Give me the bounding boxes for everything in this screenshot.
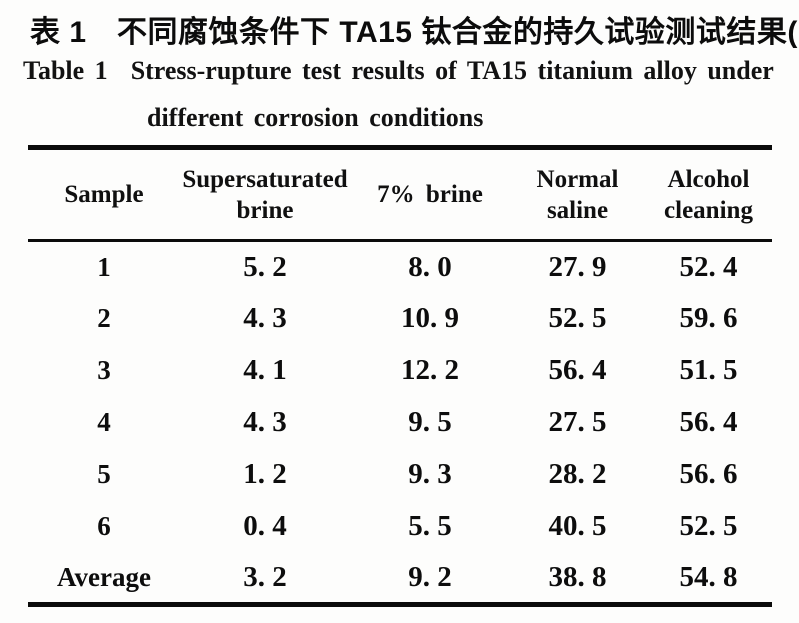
caption-table-number: Table 1 bbox=[23, 56, 108, 85]
cell-7pct-brine: 9. 3 bbox=[408, 458, 452, 490]
cell-supersaturated-brine: 3. 2 bbox=[243, 560, 287, 593]
cell-alcohol-cleaning: 59. 6 bbox=[679, 302, 738, 334]
header-text: Normal bbox=[536, 165, 619, 193]
header-text: Alcohol bbox=[667, 165, 750, 193]
column-header-alcohol-cleaning: Alcohol cleaning bbox=[645, 148, 772, 241]
cell-sample: 1 bbox=[97, 251, 111, 282]
header-row: Sample Supersaturated brine 7% brine Norm… bbox=[28, 148, 772, 241]
caption-english-text: Stress-rupture test results of TA15 tita… bbox=[130, 56, 774, 85]
cell-supersaturated-brine: 0. 4 bbox=[243, 510, 287, 542]
cell-normal-saline: 52. 5 bbox=[548, 302, 607, 334]
cell-supersaturated-brine: 1. 2 bbox=[243, 458, 287, 490]
cell-7pct-brine: 12. 2 bbox=[401, 354, 459, 386]
header-text: brine bbox=[236, 196, 294, 224]
column-header-supersaturated-brine: Supersaturated brine bbox=[180, 148, 350, 241]
column-header-normal-saline: Normal saline bbox=[510, 148, 645, 241]
cell-7pct-brine: 9. 2 bbox=[408, 560, 452, 593]
table-row-average: Average 3. 2 9. 2 38. 8 54. 8 bbox=[28, 553, 772, 605]
cell-sample: 2 bbox=[97, 303, 111, 333]
cell-sample: 3 bbox=[97, 355, 111, 385]
caption-english-line2: different corrosion conditions bbox=[147, 103, 484, 132]
cell-7pct-brine: 10. 9 bbox=[401, 302, 459, 334]
cell-7pct-brine: 5. 5 bbox=[408, 510, 452, 542]
cell-normal-saline: 28. 2 bbox=[548, 458, 607, 490]
header-text: 7% brine bbox=[377, 181, 483, 208]
column-header-sample: Sample bbox=[28, 148, 180, 241]
header-text: saline bbox=[546, 196, 609, 224]
table-row: 5 1. 2 9. 3 28. 2 56. 6 bbox=[28, 449, 772, 501]
cell-normal-saline: 38. 8 bbox=[548, 560, 607, 593]
header-text: Sample bbox=[64, 181, 144, 208]
cell-sample: 4 bbox=[97, 407, 111, 437]
results-table: Sample Supersaturated brine 7% brine Norm… bbox=[28, 145, 772, 607]
table-row: 6 0. 4 5. 5 40. 5 52. 5 bbox=[28, 501, 772, 553]
cell-sample: 5 bbox=[97, 459, 111, 489]
table-row: 2 4. 3 10. 9 52. 5 59. 6 bbox=[28, 293, 772, 345]
cell-alcohol-cleaning: 51. 5 bbox=[679, 354, 738, 386]
cell-7pct-brine: 9. 5 bbox=[408, 406, 452, 438]
table-row: 3 4. 1 12. 2 56. 4 51. 5 bbox=[28, 345, 772, 397]
cell-normal-saline: 56. 4 bbox=[548, 354, 607, 386]
cell-7pct-brine: 8. 0 bbox=[408, 250, 452, 283]
cell-alcohol-cleaning: 56. 6 bbox=[679, 458, 738, 490]
column-header-7pct-brine: 7% brine bbox=[350, 148, 510, 241]
cell-supersaturated-brine: 4. 3 bbox=[243, 406, 287, 438]
cell-supersaturated-brine: 4. 3 bbox=[243, 302, 287, 334]
cell-alcohol-cleaning: 52. 5 bbox=[679, 510, 738, 542]
cell-alcohol-cleaning: 54. 8 bbox=[679, 560, 738, 593]
table-caption-english: Table 1 Stress-rupture test results of T… bbox=[23, 56, 793, 133]
table-caption-chinese: 表 1 不同腐蚀条件下 TA15 钛合金的持久试验测试结果(h) bbox=[30, 16, 799, 49]
header-text: Supersaturated bbox=[182, 165, 348, 193]
cell-sample: Average bbox=[57, 561, 151, 592]
cell-supersaturated-brine: 4. 1 bbox=[243, 354, 287, 386]
table-row: 4 4. 3 9. 5 27. 5 56. 4 bbox=[28, 397, 772, 449]
cell-alcohol-cleaning: 52. 4 bbox=[679, 250, 738, 283]
cell-normal-saline: 40. 5 bbox=[548, 510, 607, 542]
cell-sample: 6 bbox=[97, 511, 111, 541]
header-text: cleaning bbox=[664, 196, 753, 224]
cell-supersaturated-brine: 5. 2 bbox=[243, 250, 287, 283]
cell-alcohol-cleaning: 56. 4 bbox=[679, 406, 738, 438]
table-row: 1 5. 2 8. 0 27. 9 52. 4 bbox=[28, 241, 772, 293]
cell-normal-saline: 27. 5 bbox=[548, 406, 607, 438]
caption-english-line1: Table 1 Stress-rupture test results of T… bbox=[23, 56, 793, 86]
cell-normal-saline: 27. 9 bbox=[548, 250, 607, 283]
